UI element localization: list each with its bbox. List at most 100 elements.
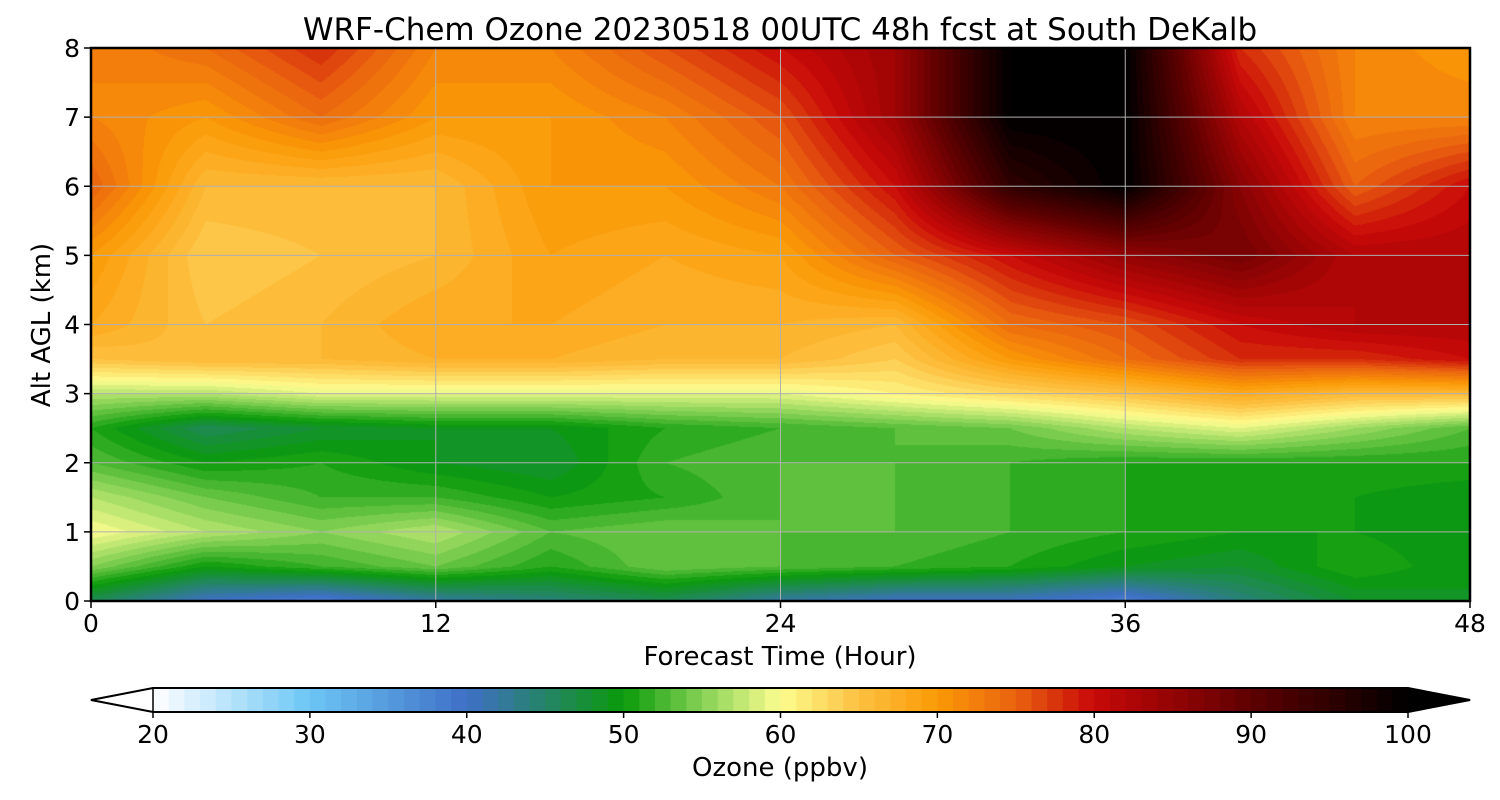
x-tick-label: 12 (420, 609, 452, 638)
colorbar-cell (827, 688, 844, 712)
colorbar-cell (811, 688, 829, 712)
colorbar-cell (1235, 688, 1252, 712)
colorbar-cell (294, 688, 311, 712)
colorbar-cell (937, 688, 954, 712)
colorbar-cell (545, 688, 562, 712)
colorbar-cell (623, 688, 640, 712)
colorbar-cell (1251, 688, 1268, 712)
colorbar: 20 30 40 50 60 70 80 90 100 Ozone (ppbv) (90, 687, 1471, 783)
x-tick-label: 36 (1109, 609, 1141, 638)
colorbar-cell (356, 688, 374, 712)
colorbar-cells (153, 688, 1409, 712)
colorbar-cell (749, 688, 766, 712)
colorbar-cell (1219, 688, 1237, 712)
y-tick-label: 4 (64, 311, 80, 340)
colorbar-cell (1031, 688, 1048, 712)
colorbar-cell (435, 688, 452, 712)
colorbar-cell (1376, 688, 1393, 712)
colorbar-cell (231, 688, 248, 712)
colorbar-cell (780, 688, 797, 712)
colorbar-cell (482, 688, 499, 712)
colorbar-cell (1094, 688, 1111, 712)
colorbar-cell (953, 688, 970, 712)
colorbar-cell (1172, 688, 1189, 712)
colorbar-tick-label: 60 (765, 720, 797, 749)
colorbar-cell (372, 688, 389, 712)
colorbar-cell (1204, 688, 1221, 712)
colorbar-tick-label: 40 (451, 720, 483, 749)
colorbar-cell (388, 688, 405, 712)
colorbar-label: Ozone (ppbv) (692, 753, 868, 783)
colorbar-cell (670, 688, 687, 712)
colorbar-cell (592, 688, 609, 712)
colorbar-cell (1345, 688, 1362, 712)
colorbar-tick-label: 100 (1384, 720, 1432, 749)
colorbar-tick-label: 90 (1235, 720, 1267, 749)
colorbar-cell (1157, 688, 1174, 712)
colorbar-cell (1062, 688, 1080, 712)
colorbar-cell (655, 688, 672, 712)
colorbar-cell (184, 688, 201, 712)
colorbar-cell (874, 688, 891, 712)
y-tick-label: 0 (64, 587, 80, 616)
colorbar-cell (529, 688, 546, 712)
x-axis: 0 12 24 36 48 (83, 601, 1486, 638)
colorbar-cell (1329, 688, 1346, 712)
x-axis-title: Forecast Time (Hour) (643, 642, 916, 672)
colorbar-cell (843, 688, 860, 712)
colorbar-cell (153, 688, 170, 712)
y-tick-label: 7 (64, 103, 80, 132)
y-axis: 0 1 2 3 4 5 6 7 8 (64, 34, 91, 616)
colorbar-cell (921, 688, 938, 712)
colorbar-tick-label: 70 (921, 720, 953, 749)
colorbar-cell (858, 688, 876, 712)
colorbar-cell (1188, 688, 1205, 712)
colorbar-cell (513, 688, 531, 712)
colorbar-cell (1360, 688, 1378, 712)
colorbar-cell (325, 688, 342, 712)
colorbar-cell (1298, 688, 1315, 712)
colorbar-cell (576, 688, 593, 712)
colorbar-cell (733, 688, 750, 712)
colorbar-cell (1078, 688, 1095, 712)
colorbar-extend-low (90, 687, 154, 713)
y-tick-label: 3 (64, 380, 80, 409)
colorbar-cell (890, 688, 907, 712)
y-tick-label: 6 (64, 172, 80, 201)
grid-lines (91, 48, 1470, 601)
colorbar-cell (168, 688, 185, 712)
colorbar-cell (1015, 688, 1033, 712)
colorbar-cell (1000, 688, 1017, 712)
colorbar-cell (1282, 688, 1299, 712)
x-tick-label: 48 (1454, 609, 1486, 638)
colorbar-cell (639, 688, 656, 712)
colorbar-cell (419, 688, 436, 712)
colorbar-extend-high (1407, 687, 1471, 713)
x-tick-label: 0 (83, 609, 99, 638)
colorbar-cell (341, 688, 358, 712)
colorbar-cell (1392, 688, 1409, 712)
colorbar-tick-label: 20 (137, 720, 169, 749)
colorbar-cell (607, 688, 625, 712)
colorbar-cell (702, 688, 719, 712)
colorbar-cell (1109, 688, 1127, 712)
chart-title: WRF-Chem Ozone 20230518 00UTC 48h fcst a… (303, 12, 1257, 48)
colorbar-cell (466, 688, 484, 712)
colorbar-cell (906, 688, 923, 712)
colorbar-cell (215, 688, 233, 712)
y-axis-title: Alt AGL (km) (27, 243, 57, 407)
colorbar-tick-label: 50 (608, 720, 640, 749)
colorbar-cell (764, 688, 782, 712)
colorbar-cell (451, 688, 468, 712)
y-tick-label: 2 (64, 449, 80, 478)
y-tick-label: 8 (64, 34, 80, 63)
colorbar-ticks: 20 30 40 50 60 70 80 90 100 (137, 712, 1432, 749)
colorbar-cell (1047, 688, 1064, 712)
colorbar-cell (278, 688, 295, 712)
colorbar-cell (404, 688, 421, 712)
colorbar-cell (262, 688, 280, 712)
colorbar-cell (1313, 688, 1331, 712)
